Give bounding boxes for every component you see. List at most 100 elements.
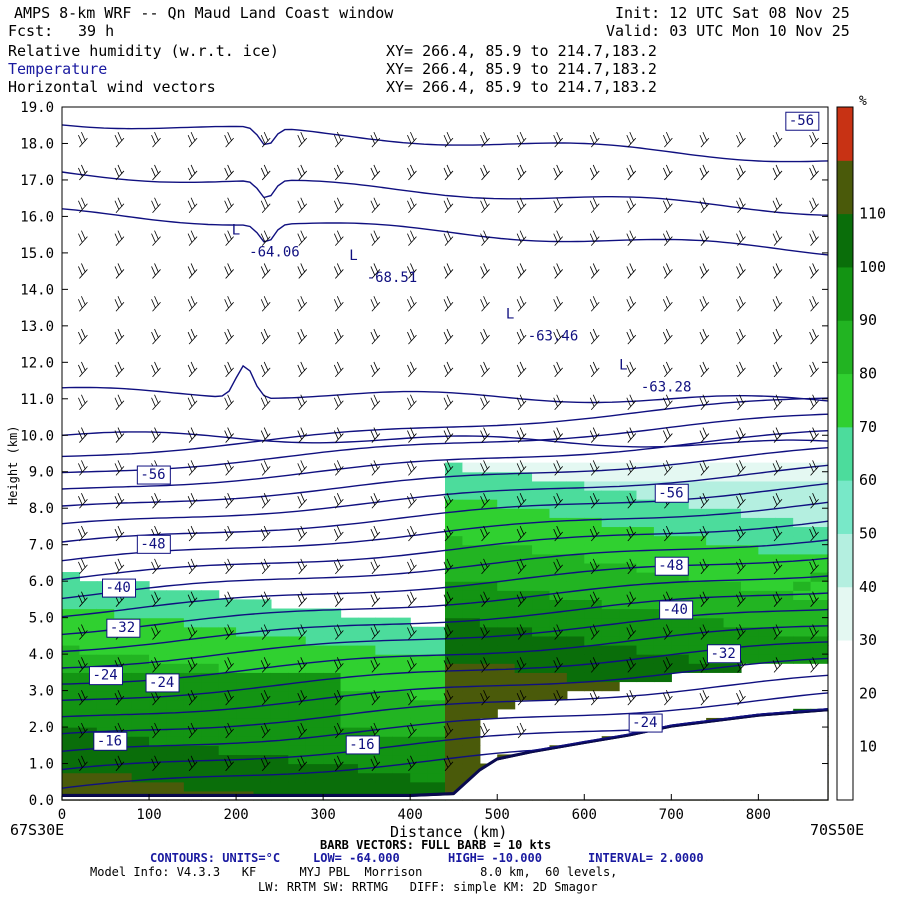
rh-cell <box>131 635 150 646</box>
rh-cell <box>775 572 794 582</box>
rh-cell <box>723 663 742 673</box>
rh-cell <box>514 480 533 491</box>
forecast-hours: 39 h <box>78 22 115 40</box>
rh-cell <box>114 599 133 610</box>
rh-cell <box>218 772 237 783</box>
rh-cell <box>601 599 620 610</box>
rh-cell <box>775 535 794 546</box>
rh-cell <box>775 635 794 646</box>
colorbar-label: 10 <box>859 738 877 756</box>
contour-label-box <box>654 556 689 576</box>
wind-barb <box>736 131 746 148</box>
valid-time: Valid: 03 UTC Mon 10 Nov 25 <box>606 22 850 40</box>
wind-barb <box>407 427 417 443</box>
temperature-contour <box>61 608 829 669</box>
contour-label-box <box>706 644 741 664</box>
rh-cell <box>584 590 603 600</box>
wind-barb <box>151 230 161 246</box>
rh-cell <box>270 617 289 628</box>
rh-cell <box>114 708 133 719</box>
rh-cell <box>584 544 603 555</box>
rh-cell <box>636 535 655 546</box>
rh-cell <box>497 635 516 646</box>
rh-cell <box>758 499 777 509</box>
rh-cell <box>497 599 516 610</box>
wind-barb <box>736 690 746 706</box>
wind-barb <box>553 131 563 148</box>
wind-barb <box>553 460 563 476</box>
wind-barb <box>407 131 417 148</box>
rh-cell <box>740 562 759 573</box>
rh-cell <box>514 572 533 582</box>
rh-cell <box>601 626 620 637</box>
wind-barb <box>151 263 161 279</box>
rh-cell <box>462 644 481 655</box>
y-tick-label: 14.0 <box>20 282 54 298</box>
y-tick-label: 0.0 <box>29 793 54 809</box>
wind-barb <box>297 722 308 739</box>
rh-cell <box>79 699 98 710</box>
rh-cell <box>479 635 498 646</box>
rh-cell <box>305 772 324 783</box>
rh-cell <box>375 644 394 655</box>
rh-cell <box>62 599 81 610</box>
rh-cell <box>131 663 150 673</box>
rh-cell <box>706 617 725 628</box>
rh-cell <box>305 736 324 746</box>
rh-cell <box>445 727 464 737</box>
rh-cell <box>514 590 533 600</box>
rh-cell <box>793 544 812 555</box>
rh-cell <box>688 535 707 546</box>
rh-cell <box>688 499 707 509</box>
rh-cell <box>114 663 133 673</box>
rh-cell <box>479 562 498 573</box>
rh-cell <box>740 599 759 610</box>
wind-barb <box>187 460 198 476</box>
rh-cell <box>375 699 394 710</box>
wind-barb <box>809 427 819 443</box>
wind-barb <box>78 657 88 673</box>
rh-cell <box>566 644 585 655</box>
rh-cell <box>532 499 551 509</box>
rh-cell <box>445 572 464 582</box>
rh-cell <box>375 772 394 783</box>
rh-cell <box>375 708 394 719</box>
rh-cell <box>462 489 481 500</box>
rh-cell <box>392 708 411 719</box>
rh-cell <box>793 581 812 591</box>
rh-cell <box>532 526 551 537</box>
rh-cell <box>445 763 464 774</box>
rh-cell <box>288 708 307 719</box>
rh-cell <box>479 508 498 518</box>
rh-cell <box>236 717 255 728</box>
rh-cell <box>549 635 568 646</box>
rh-cell <box>775 508 794 518</box>
wind-barb <box>553 427 563 443</box>
rh-cell <box>96 754 115 765</box>
contour-label: -68.51 <box>367 270 418 286</box>
rh-cell <box>131 581 150 591</box>
temperature-contour <box>61 575 829 636</box>
rh-cell <box>740 517 759 528</box>
rh-cell <box>740 581 759 591</box>
wind-barb <box>297 230 308 246</box>
rh-cell <box>793 499 812 509</box>
rh-cell <box>514 681 533 692</box>
wind-barb <box>480 525 490 542</box>
wind-barb <box>333 394 344 410</box>
rh-cell <box>288 727 307 737</box>
temperature-contour <box>61 430 829 490</box>
rh-cell <box>532 508 551 518</box>
rh-cell <box>462 708 481 719</box>
contour-label: L <box>232 223 240 239</box>
temperature-contour <box>61 557 829 618</box>
rh-cell <box>497 462 516 473</box>
rh-cell <box>479 553 498 564</box>
rh-cell <box>253 672 272 683</box>
rh-cell <box>532 535 551 546</box>
rh-cell <box>810 581 829 591</box>
wind-barb <box>443 722 454 739</box>
wind-barb <box>187 690 198 706</box>
rh-cell <box>810 644 829 655</box>
rh-cell <box>236 681 255 692</box>
